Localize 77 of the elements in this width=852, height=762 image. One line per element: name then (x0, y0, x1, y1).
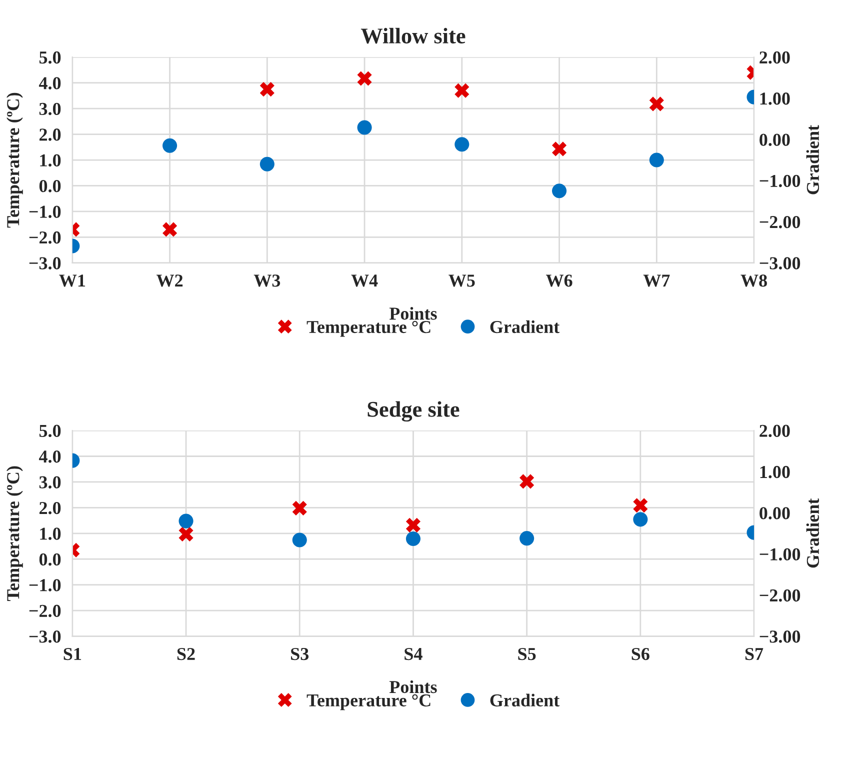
point (520, 531, 534, 546)
point (454, 83, 470, 98)
y-tick-label: 5.0 (39, 424, 61, 438)
x-tick-label: S3 (291, 648, 309, 660)
y-tick-label: −2.0 (29, 231, 61, 244)
y-axis-title: Temperature (ºC) (6, 92, 23, 228)
point (162, 222, 178, 237)
point (649, 152, 664, 168)
x-tick-label: S4 (404, 648, 422, 660)
y2-tick-label: −3.00 (760, 630, 800, 643)
point (552, 142, 567, 156)
point (357, 71, 372, 86)
y-tick-label: 0.0 (39, 180, 61, 192)
x-tick-label: S1 (64, 648, 82, 660)
point (406, 531, 421, 546)
point (520, 474, 534, 489)
x-tick-label: W7 (643, 274, 670, 287)
point (454, 137, 470, 152)
x-tick-label: W3 (254, 274, 280, 287)
x-axis-title: Points (389, 307, 437, 320)
x-tick-label: S5 (518, 648, 536, 660)
x-tick-label: W4 (351, 274, 378, 287)
y2-tick-label: 1.00 (760, 92, 790, 105)
y-tick-label: 1.0 (40, 154, 61, 167)
point (552, 184, 567, 198)
y2-tick-label: 2.00 (760, 51, 790, 64)
y-tick-label: 0.0 (39, 553, 61, 566)
point (292, 500, 307, 516)
y-tick-label: −1.0 (29, 579, 61, 592)
point (633, 498, 648, 513)
x-tick-label: W2 (156, 274, 183, 287)
chart-title: Sedge site (368, 401, 460, 422)
point (162, 138, 178, 153)
y-tick-label: −1.0 (29, 206, 61, 218)
y-tick-label: −2.0 (29, 604, 61, 618)
x-tick-label: S7 (745, 648, 764, 660)
x-tick-label: W1 (59, 274, 86, 287)
y2-tick-label: −1.00 (760, 548, 800, 560)
point (357, 120, 372, 135)
y2-axis-title: Gradient (806, 124, 820, 194)
y2-tick-label: 0.00 (760, 134, 790, 146)
legend-label: Temperature °C (306, 694, 430, 710)
point (649, 96, 664, 112)
x-tick-label: S2 (177, 648, 195, 660)
y-tick-label: 4.0 (38, 77, 61, 90)
point (406, 518, 421, 532)
x-tick-label: W5 (448, 274, 475, 287)
y2-tick-label: −2.00 (760, 216, 800, 228)
y2-tick-label: 2.00 (760, 424, 790, 438)
y2-tick-label: −3.00 (760, 257, 800, 270)
x-axis-title: Points (389, 680, 437, 694)
point (260, 156, 274, 172)
y2-tick-label: 1.00 (760, 466, 790, 478)
y-axis-title: Temperature (ºC) (6, 466, 23, 602)
y2-tick-label: −1.00 (760, 174, 800, 188)
y-tick-label: 2.0 (40, 128, 61, 141)
point (292, 532, 307, 548)
y-tick-label: 1.0 (40, 528, 61, 540)
x-tick-label: W6 (546, 274, 572, 287)
y-tick-label: 3.0 (39, 476, 61, 488)
y-tick-label: −3.0 (29, 630, 61, 643)
legend-label: Gradient (490, 694, 560, 706)
y-tick-label: 4.0 (38, 450, 61, 463)
y-tick-label: 3.0 (39, 102, 61, 116)
point (260, 82, 274, 97)
x-tick-label: W8 (740, 274, 767, 287)
chart-title: Willow site (360, 28, 466, 44)
y-tick-label: −3.0 (29, 257, 61, 270)
y-tick-label: 2.0 (40, 502, 61, 514)
x-tick-label: S6 (632, 648, 650, 660)
legend-label: Gradient (490, 320, 560, 334)
point (178, 526, 194, 542)
legend-label: Temperature °C (306, 320, 430, 337)
y2-tick-label: 0.00 (760, 507, 790, 520)
y2-tick-label: −2.00 (760, 589, 800, 602)
y-tick-label: 5.0 (39, 51, 61, 64)
y2-axis-title: Gradient (806, 498, 820, 568)
